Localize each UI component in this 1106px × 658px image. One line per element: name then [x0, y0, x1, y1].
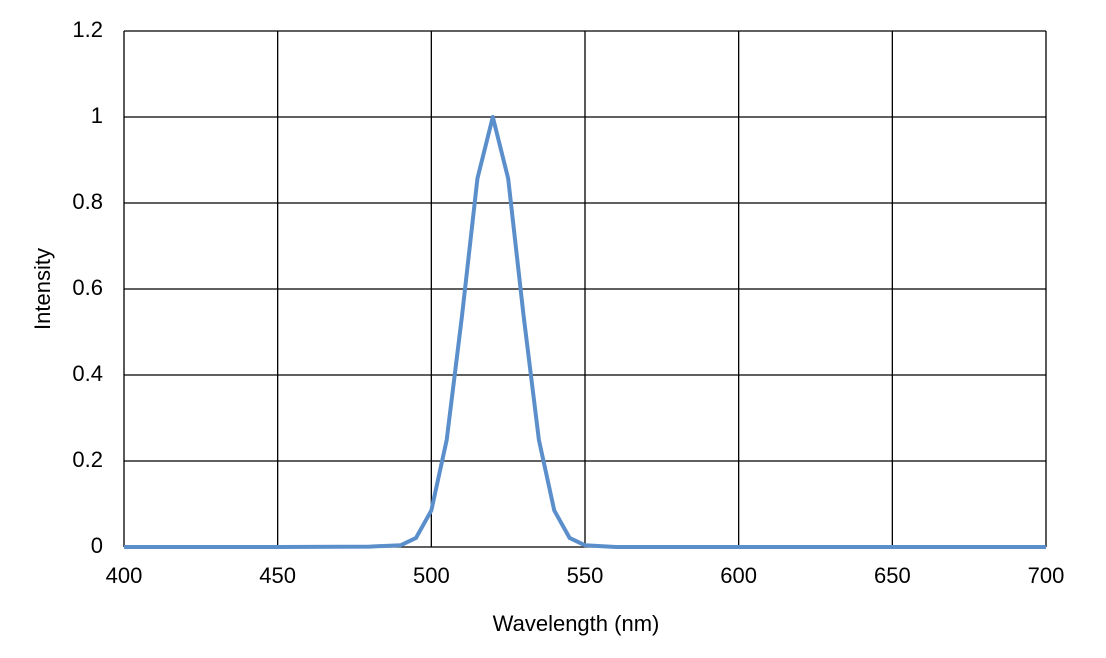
y-tick-label: 0.8: [72, 189, 103, 214]
y-tick-label: 0.6: [72, 275, 103, 300]
x-tick-label: 500: [413, 563, 450, 588]
y-tick-label: 0.2: [72, 447, 103, 472]
x-tick-label: 400: [106, 563, 143, 588]
y-tick-label: 1.2: [72, 17, 103, 42]
line-series: [124, 115, 1046, 549]
y-axis-label: Intensity: [30, 248, 55, 330]
y-tick-label: 0: [91, 533, 103, 558]
x-tick-label: 700: [1028, 563, 1065, 588]
y-tick-label: 0.4: [72, 361, 103, 386]
x-tick-label: 650: [874, 563, 911, 588]
y-tick-label: 1: [91, 103, 103, 128]
x-tick-label: 450: [259, 563, 296, 588]
x-tick-label: 600: [720, 563, 757, 588]
x-tick-label: 550: [567, 563, 604, 588]
x-axis-label: Wavelength (nm): [493, 611, 660, 636]
